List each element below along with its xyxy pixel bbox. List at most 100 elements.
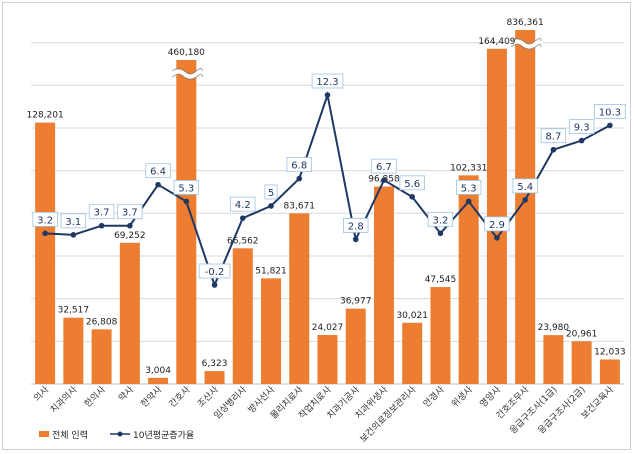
rate-value-label: 3.7 [94,208,110,219]
bar-value-label: 36,977 [340,297,372,307]
x-tick-label: 의사 [32,384,52,404]
bar-value-label: 83,671 [284,201,316,211]
rate-label-box [198,263,231,279]
rate-value-label: 5.6 [404,179,420,190]
bar [458,175,479,384]
rate-label-box [264,184,278,200]
rate-value-label: 10.3 [599,107,621,118]
legend-bar-swatch [39,431,49,437]
bar [373,186,394,384]
rate-value-label: 5.3 [461,183,477,194]
bar [35,122,56,385]
bar-value-label: 3,004 [145,366,171,376]
rate-value-label: 9.3 [574,123,590,134]
rate-label-box [371,158,397,174]
rate-point [324,92,331,98]
bar [486,48,507,384]
rate-value-label: -0.2 [205,267,225,278]
x-tick-label: 한의사 [82,384,108,410]
axis-break-mark [171,69,205,79]
rate-value-label: 2.9 [489,220,505,231]
rate-point [183,198,190,205]
rate-point [296,175,303,182]
x-tick-label: 약사 [116,383,137,404]
axis-break-mark [172,74,203,80]
rate-point [494,235,500,241]
rate-value-label: 6.7 [376,162,392,173]
bar-value-label: 51,821 [255,266,287,276]
rate-label-box [173,179,200,195]
x-tick-label: 영양사 [478,384,504,410]
rate-value-label: 8.7 [545,132,561,143]
bar [402,322,423,384]
bar-value-label: 26,808 [86,317,118,327]
bar-value-label: 69,252 [114,231,146,241]
rate-label-box [311,73,344,89]
x-tick-label: 안경사 [421,383,448,410]
rate-point [465,198,472,205]
rate-label-box [60,213,87,229]
bar [289,213,310,384]
bar-value-label: 66,562 [227,236,259,246]
bar-value-label: 23,980 [538,323,570,333]
bar [91,329,112,384]
bar-value-label: 460,180 [168,48,205,58]
legend-bar-label: 전체 인력 [52,429,88,441]
bar [571,341,592,384]
rate-label-box [512,178,538,194]
rate-label-box [230,196,256,212]
chart-frame [2,2,631,450]
rate-label-box [568,119,595,134]
axis-break-mark [510,44,542,50]
bar [543,335,564,384]
rate-point [98,222,105,229]
rate-point [268,203,274,209]
rate-label-box [427,211,454,227]
bar-value-label: 164,409 [478,37,515,47]
axis-break-mark [509,39,544,49]
rate-value-label: 3.2 [432,215,448,226]
bar [430,287,451,384]
bar [345,308,366,384]
rate-point [550,146,557,153]
bar [599,359,620,384]
rate-point [42,230,48,237]
x-tick-label: 응급구조사(2급) [536,384,588,436]
legend-line-label: 10년평균증가율 [133,430,194,441]
rate-point [381,177,387,183]
rate-label-box [594,104,626,119]
x-tick-label: 응급구조사(1급) [508,384,560,436]
rate-point [352,236,359,243]
bar-value-label: 20,961 [566,329,598,339]
rate-value-label: 4.2 [235,200,251,211]
x-tick-label: 간호사 [167,384,193,410]
rate-label-box [455,179,482,195]
bar-value-label: 32,517 [58,306,90,316]
rate-point [578,137,585,144]
bars [35,30,620,385]
legend-line-marker [117,431,123,437]
x-tick-label: 위생사 [449,384,475,410]
rate-value-label: 3.7 [122,208,138,219]
rate-point [437,230,444,237]
bar-value-label: 836,361 [507,18,544,28]
bar [204,371,225,384]
rate-point [211,282,218,288]
rate-label-box [484,216,510,232]
rate-point [239,215,246,221]
x-tick-label: 치과의사 [48,383,80,415]
rate-point [522,197,528,203]
bar-value-label: 102,331 [450,163,487,173]
rate-value-label: 6.4 [150,167,166,178]
rate-point [409,194,416,200]
bar-value-label: 6,323 [202,359,228,369]
bar [176,60,197,384]
rate-value-label: 3.1 [65,217,81,228]
rate-label-box [88,204,115,220]
bar [515,30,536,384]
rate-label-box [286,157,312,173]
rate-point [127,222,133,229]
rate-label-box [399,175,425,191]
rate-value-label: 12.3 [316,77,338,88]
legend: 전체 인력 10년평균증가율 [39,429,194,441]
